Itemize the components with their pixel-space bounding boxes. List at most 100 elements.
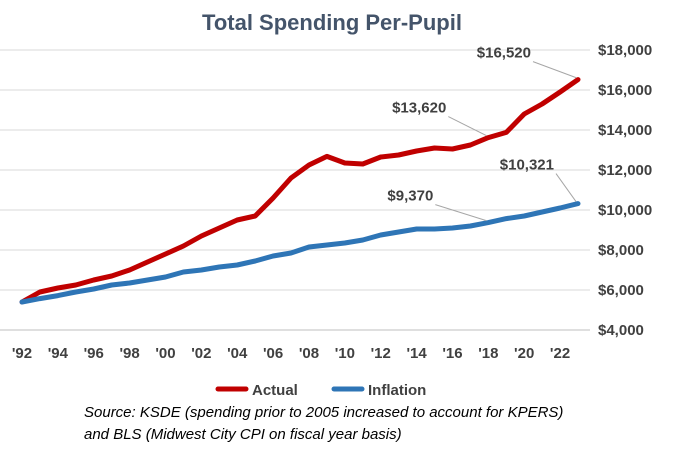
x-tick-label: '04 [227, 345, 248, 362]
x-tick-label: '94 [48, 345, 69, 362]
data-point [307, 245, 311, 249]
data-point [379, 155, 382, 159]
data-point [253, 214, 257, 218]
x-tick-label: '10 [335, 345, 355, 362]
y-tick-label: $14,000 [598, 122, 652, 139]
x-tick-label: '06 [263, 345, 283, 362]
data-point [558, 206, 562, 210]
data-point [289, 176, 293, 180]
data-point [325, 155, 329, 158]
data-point [361, 238, 364, 242]
data-point [505, 131, 508, 134]
data-point [182, 270, 185, 274]
x-tick-label: '14 [406, 345, 427, 362]
x-tick-label: '98 [119, 345, 139, 362]
x-axis-ticks: '92 '94 '96 '98 '00 '02 '04 '06 '08 '10 '12 '14 '16 '… [12, 345, 570, 362]
data-point [236, 263, 239, 267]
data-point [74, 283, 78, 287]
y-tick-label: $4,000 [598, 322, 644, 339]
data-point [271, 196, 275, 200]
data-point [128, 268, 131, 272]
y-tick-label: $8,000 [598, 242, 644, 259]
data-point [38, 290, 42, 294]
data-point [469, 224, 472, 228]
x-tick-label: '96 [84, 345, 104, 362]
data-point [110, 283, 113, 287]
y-tick-label: $16,000 [598, 82, 652, 99]
data-labels: $16,520 $13,620 $10,321 $9,370 [387, 45, 577, 222]
data-point [92, 278, 95, 282]
data-point [110, 274, 113, 278]
chart-title: Total Spending Per-Pupil [202, 10, 462, 35]
data-point [505, 217, 508, 220]
series-line-inflation [19, 201, 581, 305]
data-point [451, 147, 454, 151]
data-point [343, 241, 347, 245]
data-point [469, 143, 472, 147]
legend-label-actual: Actual [252, 382, 298, 399]
data-point [558, 90, 562, 94]
legend: Actual Inflation [215, 382, 426, 399]
data-point [289, 251, 293, 255]
data-point [74, 290, 78, 294]
x-tick-label: '18 [478, 345, 498, 362]
y-tick-label: $10,000 [598, 202, 652, 219]
data-point [576, 202, 580, 205]
data-point [56, 286, 60, 290]
data-label-leader [555, 173, 577, 202]
data-point [307, 163, 311, 167]
y-tick-label: $18,000 [598, 42, 652, 59]
data-point [576, 78, 580, 81]
data-point [146, 278, 149, 282]
data-point [487, 136, 490, 139]
data-point [433, 227, 436, 231]
data-point [415, 227, 418, 231]
data-label-leader [448, 116, 487, 137]
source-note: Source: KSDE (spending prior to 2005 inc… [84, 402, 644, 446]
data-point [253, 259, 257, 263]
data-point [20, 300, 24, 304]
x-tick-label: '16 [442, 345, 462, 362]
data-label: $9,370 [387, 188, 433, 205]
data-point [236, 218, 239, 222]
data-point [540, 102, 544, 106]
data-point [343, 161, 347, 165]
data-point [379, 233, 382, 237]
series-lines [19, 77, 581, 305]
y-axis-ticks: $4,000 $6,000 $8,000 $10,000 $12,000 $14,000 $… [598, 42, 652, 339]
data-point [38, 297, 42, 300]
x-tick-label: '92 [12, 345, 32, 362]
data-point [182, 244, 185, 248]
y-tick-label: $12,000 [598, 162, 652, 179]
data-point [92, 287, 95, 291]
line-chart: Total Spending Per-Pupil $4,000 $6,000 $8,… [0, 10, 652, 399]
data-point [487, 221, 490, 224]
legend-label-inflation: Inflation [368, 382, 426, 399]
x-tick-label: '22 [550, 345, 570, 362]
data-point [218, 226, 221, 230]
source-note-line-2: and BLS (Midwest City CPI on fiscal year… [84, 426, 402, 443]
data-point [415, 149, 418, 153]
data-point [164, 252, 167, 256]
x-tick-label: '08 [299, 345, 319, 362]
data-point [451, 226, 454, 230]
data-point [325, 243, 329, 247]
data-label-leader [435, 204, 487, 222]
data-label-leader [532, 61, 577, 79]
data-point [56, 294, 60, 297]
data-point [433, 146, 436, 150]
data-point [397, 230, 400, 234]
data-point [164, 275, 167, 279]
data-point [540, 210, 544, 214]
data-point [146, 260, 149, 264]
data-point [271, 254, 275, 258]
data-point [200, 268, 203, 272]
series-line-actual [19, 77, 581, 305]
y-tick-label: $6,000 [598, 282, 644, 299]
x-tick-label: '00 [155, 345, 175, 362]
x-tick-label: '12 [371, 345, 391, 362]
data-label: $13,620 [392, 100, 446, 117]
data-point [522, 112, 526, 116]
data-point [397, 153, 400, 157]
data-point [128, 281, 131, 285]
